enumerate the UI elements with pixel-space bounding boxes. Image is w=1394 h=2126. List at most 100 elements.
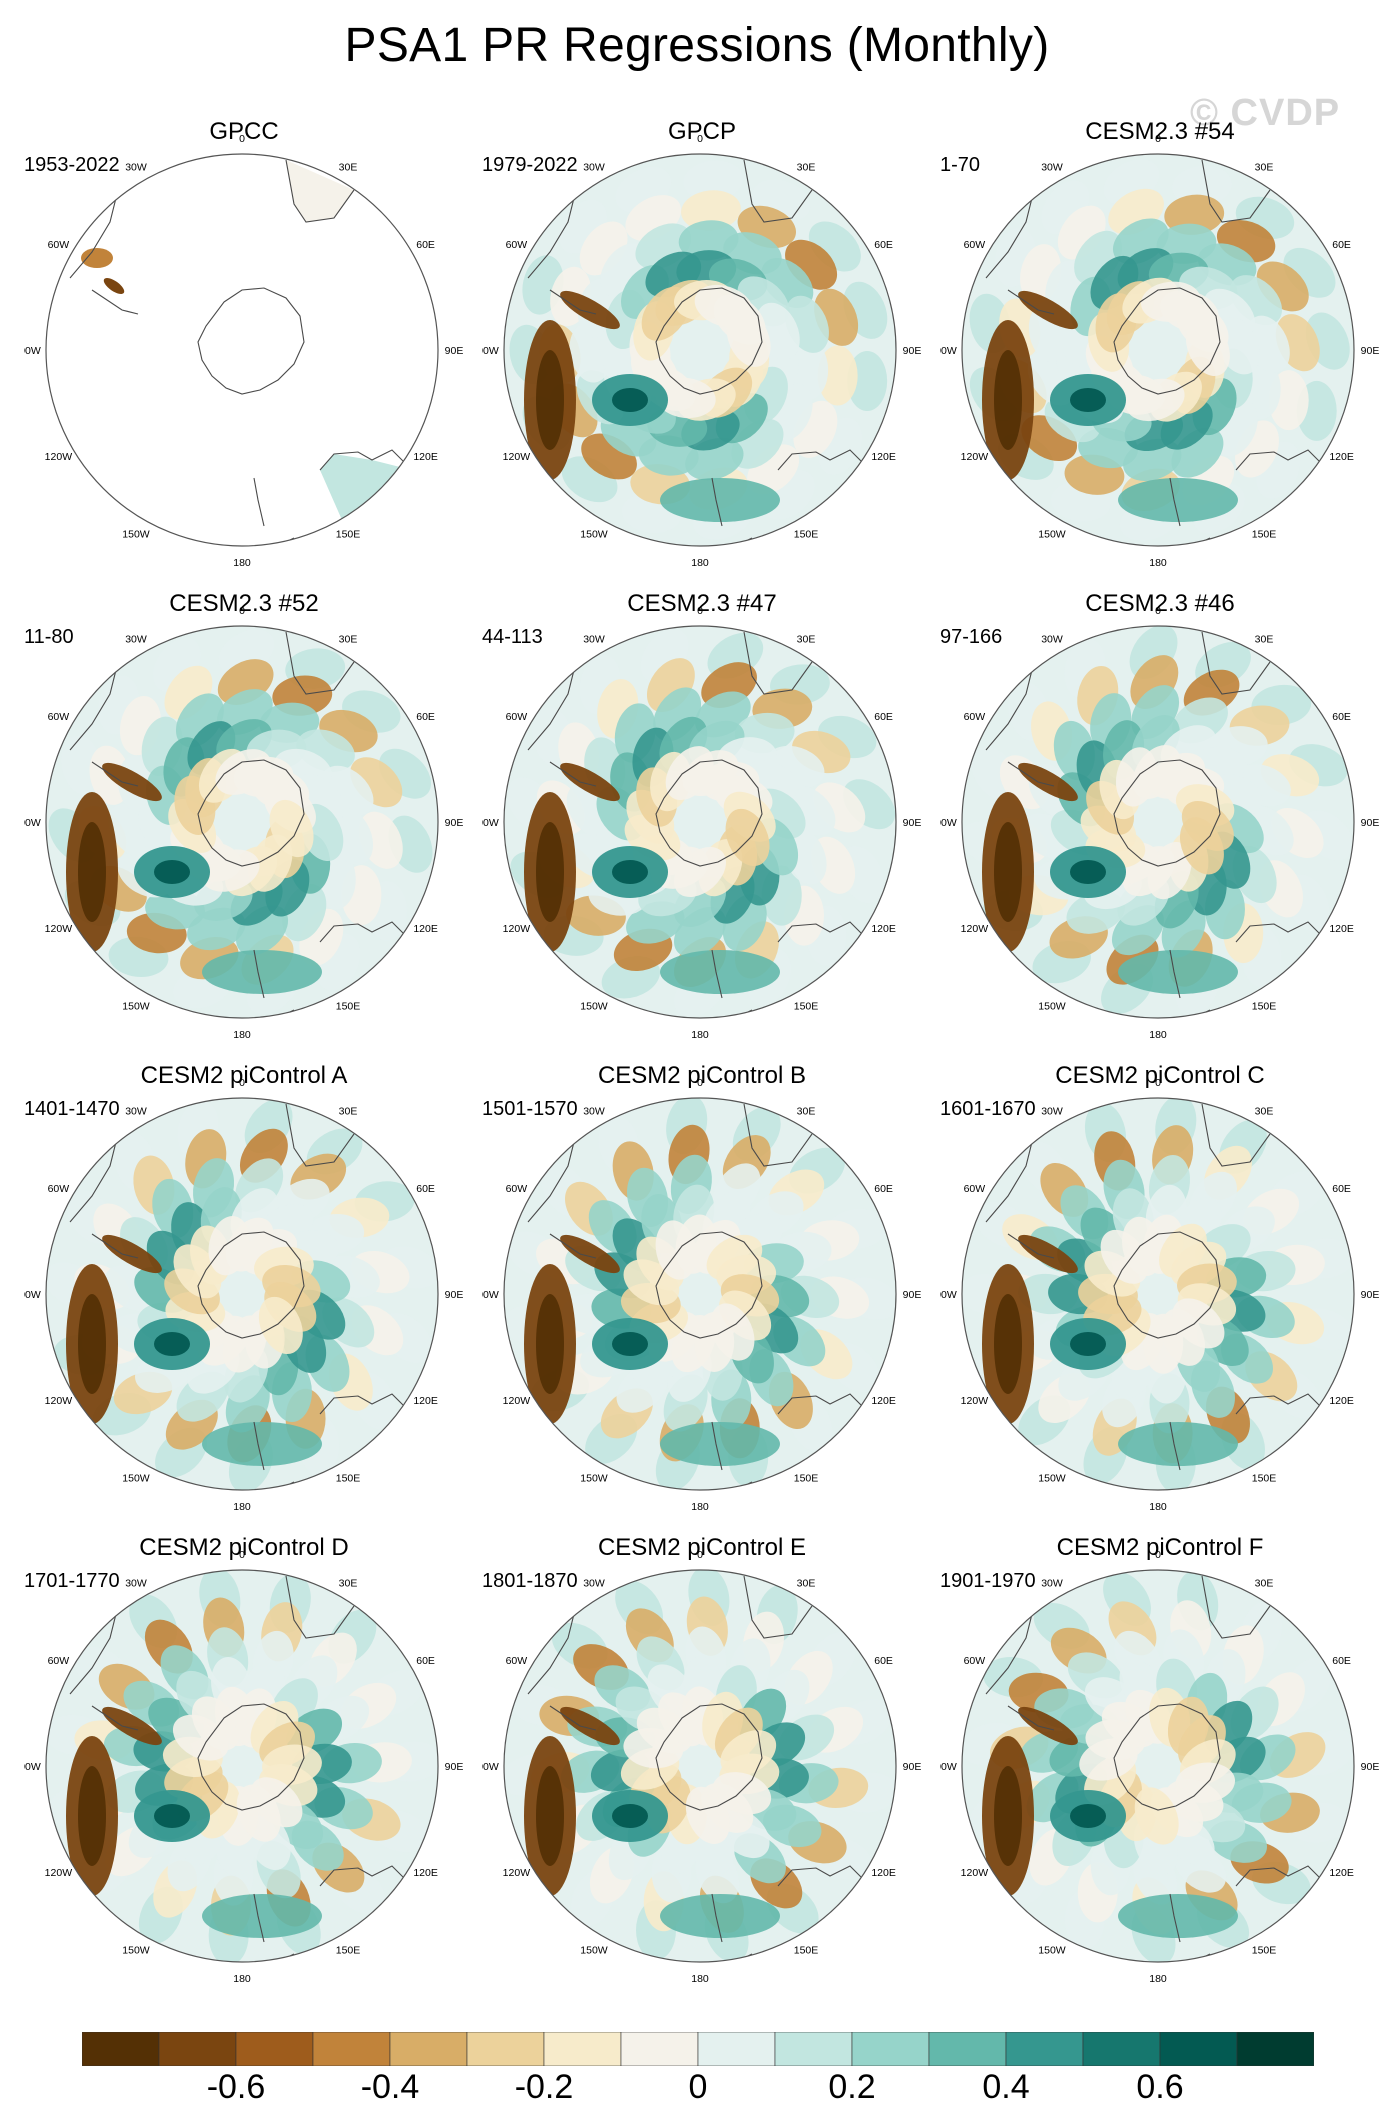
longitude-label: 120E xyxy=(1329,923,1354,935)
colorbar-swatch xyxy=(928,2032,1007,2066)
longitude-label: 60W xyxy=(48,1655,70,1667)
longitude-label: 30W xyxy=(125,633,147,645)
longitude-label: 30E xyxy=(1255,633,1274,645)
coastline xyxy=(1113,1703,1221,1811)
map-panel: CESM2 piControl D 1701-1770 0 30E 60E 90E 120E… xyxy=(24,1534,464,2004)
longitude-label: 180 xyxy=(691,1973,709,1985)
longitude-label: 30W xyxy=(1041,1577,1063,1589)
map-panel: CESM2.3 #52 11-80 0 30E 60E 90E 120E 150E 180 150… xyxy=(24,590,464,1060)
longitude-label: 150E xyxy=(1252,1473,1277,1485)
longitude-label: 120W xyxy=(503,923,531,935)
colorbar-swatch xyxy=(1005,2032,1084,2066)
colorbar-swatch xyxy=(774,2032,853,2066)
longitude-label: 90W xyxy=(940,1761,957,1773)
longitude-label: 90E xyxy=(903,345,922,357)
colorbar-swatch xyxy=(82,2032,160,2066)
coastline xyxy=(197,1231,305,1339)
polar-map: 0 30E 60E 90E 120E 150E 180 150W 120W 90W 60W 30W xyxy=(482,605,921,1041)
coastline xyxy=(1201,1103,1271,1167)
longitude-label: 120E xyxy=(1329,1395,1354,1407)
longitude-label: 0 xyxy=(697,1077,703,1089)
coastline xyxy=(1201,631,1271,695)
longitude-label: 30E xyxy=(339,1105,358,1117)
longitude-label: 120E xyxy=(1329,451,1354,463)
map-boundary xyxy=(503,153,897,547)
map-panel: CESM2 piControl B 1501-1570 0 30E 60E 90E 120E… xyxy=(482,1062,922,1532)
coastline xyxy=(1201,1575,1271,1639)
panel-period: 1601-1670 xyxy=(940,1098,1036,1120)
panel-period: 11-80 xyxy=(24,626,74,648)
longitude-label: 90W xyxy=(24,1289,41,1301)
map-boundary xyxy=(961,1569,1355,1963)
longitude-label: 180 xyxy=(233,557,251,569)
panel-title: CESM2 piControl A xyxy=(140,1062,348,1089)
map-panel: CESM2 piControl C 1601-1670 0 30E 60E 90E 120E… xyxy=(940,1062,1380,1532)
map-panel: CESM2 piControl F 1901-1970 0 30E 60E 90E 120E… xyxy=(940,1534,1380,2004)
polar-map: 0 30E 60E 90E 120E 150E 180 150W 120W 90W 60W 30W xyxy=(940,1077,1380,1513)
longitude-label: 30W xyxy=(125,1105,147,1117)
longitude-label: 90W xyxy=(24,1761,41,1773)
longitude-label: 90E xyxy=(903,1289,922,1301)
panel-period: 1901-1970 xyxy=(940,1570,1036,1592)
longitude-label: 30E xyxy=(797,633,816,645)
longitude-label: 60W xyxy=(48,239,70,251)
map-boundary xyxy=(503,1097,897,1491)
longitude-label: 120W xyxy=(961,1867,989,1879)
map-panel: GPCC 1953-2022 0 30E 60E 90E 120E 150E 180 150W 12… xyxy=(24,118,464,588)
longitude-label: 60W xyxy=(506,239,528,251)
colorbar-label: -0.6 xyxy=(206,2068,266,2106)
longitude-label: 90E xyxy=(1361,817,1380,829)
coastline xyxy=(1113,759,1221,867)
longitude-label: 60W xyxy=(506,1183,528,1195)
longitude-label: 150W xyxy=(1038,529,1066,541)
longitude-label: 60E xyxy=(1332,1183,1351,1195)
longitude-label: 150E xyxy=(794,1945,819,1957)
coastline xyxy=(655,1703,763,1811)
colorbar-label: 0 xyxy=(688,2068,708,2106)
longitude-label: 30E xyxy=(339,633,358,645)
colorbar-swatch xyxy=(235,2032,314,2066)
longitude-label: 30W xyxy=(125,161,147,173)
longitude-label: 120W xyxy=(503,1867,531,1879)
longitude-label: 90W xyxy=(482,1761,499,1773)
longitude-label: 30W xyxy=(125,1577,147,1589)
longitude-label: 0 xyxy=(239,605,245,617)
coastline xyxy=(655,759,763,867)
longitude-label: 180 xyxy=(233,1973,251,1985)
polar-map: 0 30E 60E 90E 120E 150E 180 150W 120W 90W 60W 30W xyxy=(24,133,463,569)
polar-map: 0 30E 60E 90E 120E 150E 180 150W 120W 90W 60W 30W xyxy=(940,133,1379,569)
coastline xyxy=(1201,159,1271,223)
longitude-label: 150E xyxy=(1252,1945,1277,1957)
longitude-label: 30W xyxy=(1041,633,1063,645)
longitude-label: 0 xyxy=(1155,133,1161,145)
colorbar-swatch xyxy=(1159,2032,1238,2066)
coastline xyxy=(1113,287,1221,395)
panel-period: 97-166 xyxy=(940,626,1003,648)
longitude-label: 120W xyxy=(45,451,73,463)
longitude-label: 150E xyxy=(336,1945,361,1957)
colorbar-label: 0.6 xyxy=(1136,2068,1184,2106)
longitude-label: 30W xyxy=(1041,1105,1063,1117)
longitude-label: 60W xyxy=(506,1655,528,1667)
longitude-label: 90E xyxy=(445,1761,464,1773)
longitude-label: 90W xyxy=(24,345,41,357)
longitude-label: 60E xyxy=(874,239,893,251)
coastline xyxy=(1113,1231,1221,1339)
colorbar-swatch xyxy=(543,2032,622,2066)
longitude-label: 150W xyxy=(1038,1945,1066,1957)
map-panel: GPCP 1979-2022 0 30E 60E 90E 120E 150E 180 150W 12… xyxy=(482,118,922,588)
polar-map: 0 30E 60E 90E 120E 150E 180 150W 120W 90W 60W 30W xyxy=(482,1077,922,1513)
longitude-label: 150W xyxy=(580,1473,608,1485)
longitude-label: 60W xyxy=(964,1183,986,1195)
longitude-label: 90E xyxy=(445,1289,464,1301)
longitude-label: 150W xyxy=(122,529,150,541)
longitude-label: 30W xyxy=(583,161,605,173)
panel-title: CESM2 piControl E xyxy=(597,1534,807,1561)
longitude-label: 30E xyxy=(339,161,358,173)
longitude-label: 30W xyxy=(583,633,605,645)
map-boundary xyxy=(961,153,1355,547)
colorbar-swatch xyxy=(312,2032,391,2066)
longitude-label: 30E xyxy=(797,1577,816,1589)
longitude-label: 90E xyxy=(1361,1289,1380,1301)
longitude-label: 30E xyxy=(797,161,816,173)
